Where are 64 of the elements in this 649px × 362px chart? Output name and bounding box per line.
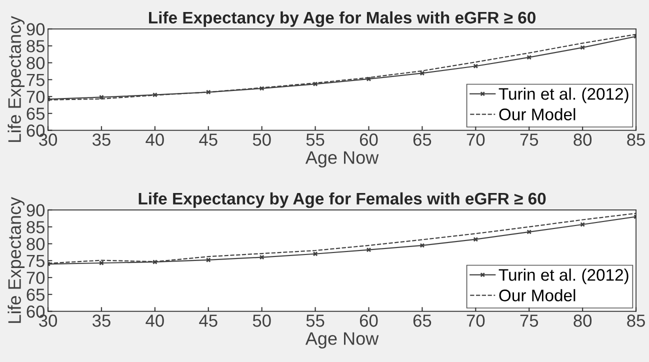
y-tick-label: 70 xyxy=(26,90,45,103)
x-tick-label: 70 xyxy=(466,314,485,327)
point xyxy=(152,260,158,264)
point xyxy=(206,90,211,95)
point xyxy=(526,54,532,60)
x-tick-label: 45 xyxy=(199,134,218,146)
x-tick-label: 60 xyxy=(360,314,378,327)
x-tick-label: 75 xyxy=(520,314,538,327)
chart-title: Life Expectancy by Age for Females with eGFR ≥ 60 xyxy=(138,192,546,208)
y-tick-label: 85 xyxy=(26,40,45,52)
x-tick-label: 80 xyxy=(574,134,592,146)
x-tick-label: 75 xyxy=(520,134,538,146)
point xyxy=(152,92,158,98)
y-axis-title: Life Expectancy xyxy=(8,196,25,323)
y-axis-title: Life Expectancy xyxy=(8,16,25,142)
y-tick-label: 90 xyxy=(26,23,45,36)
x-tick-label: 50 xyxy=(252,134,271,146)
point xyxy=(526,229,532,234)
legend-label: Our Model xyxy=(499,108,576,120)
point xyxy=(259,254,264,260)
point xyxy=(366,247,372,252)
x-tick-label: 60 xyxy=(360,134,378,146)
x-tick-label: 40 xyxy=(146,134,164,146)
y-tick-label: 65 xyxy=(26,108,45,120)
y-tick-label: 80 xyxy=(26,238,45,250)
x-tick-label: 80 xyxy=(574,314,592,327)
point xyxy=(473,64,478,69)
y-tick-label: 90 xyxy=(26,204,45,216)
point xyxy=(420,243,425,248)
point xyxy=(580,222,585,227)
point xyxy=(312,251,318,256)
x-tick-label: 55 xyxy=(306,314,324,327)
y-tick-label: 85 xyxy=(26,221,45,234)
x-tick-label: 45 xyxy=(199,314,218,327)
point xyxy=(206,258,211,262)
chart-title: Life Expectancy by Age for Males with eGFR ≥ 60 xyxy=(149,11,536,27)
x-tick-label: 40 xyxy=(146,314,164,327)
y-tick-label: 75 xyxy=(26,254,45,268)
x-tick-label: 65 xyxy=(413,314,432,327)
x-tick-label: 50 xyxy=(252,314,271,327)
x-axis-title: Age Now xyxy=(305,332,379,348)
point xyxy=(420,70,425,76)
x-tick-label: 85 xyxy=(627,314,645,327)
x-tick-label: 70 xyxy=(466,134,485,146)
y-tick-label: 80 xyxy=(26,56,45,70)
legend-label: Turin et al. (2012) xyxy=(498,88,628,104)
x-tick-label: 65 xyxy=(413,134,432,146)
x-axis-title: Age Now xyxy=(305,151,379,168)
legend-label: Turin et al. (2012) xyxy=(498,268,628,284)
legend-label: Our Model xyxy=(499,289,576,302)
y-tick-label: 65 xyxy=(26,288,45,301)
x-tick-label: 85 xyxy=(627,134,645,146)
point xyxy=(99,94,104,100)
x-tick-label: 55 xyxy=(306,134,324,146)
point xyxy=(366,76,372,82)
point xyxy=(580,45,585,50)
x-tick-label: 35 xyxy=(92,134,110,146)
x-tick-label: 35 xyxy=(92,314,110,327)
point xyxy=(312,82,318,86)
y-tick-label: 70 xyxy=(26,272,45,284)
point xyxy=(99,260,104,266)
y-tick-label: 75 xyxy=(26,74,45,86)
point xyxy=(259,86,264,91)
point xyxy=(473,236,478,242)
